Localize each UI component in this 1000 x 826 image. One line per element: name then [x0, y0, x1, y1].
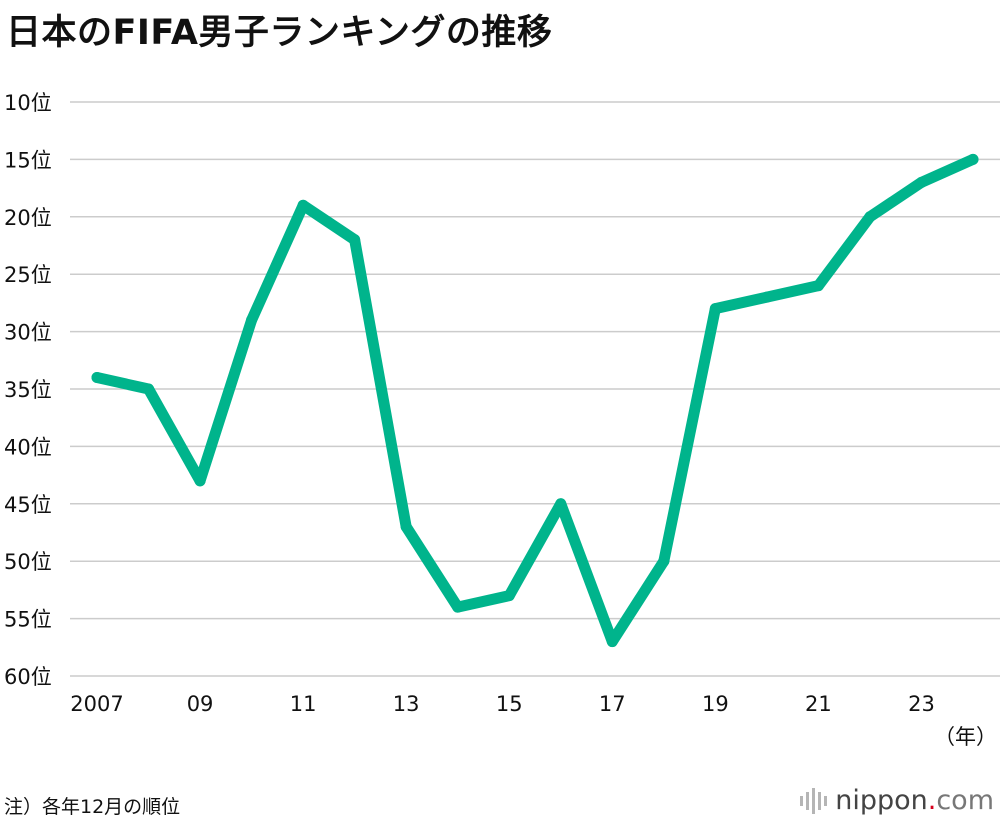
- y-tick-label: 50位: [4, 550, 52, 574]
- x-tick-label: 11: [290, 692, 317, 716]
- x-axis-ticks: 2007 09 11 13 15 17 19 21 23: [70, 692, 935, 716]
- data-point: [915, 176, 927, 188]
- y-tick-label: 45位: [4, 493, 52, 517]
- logo-name: nippon: [835, 785, 928, 816]
- data-point: [452, 601, 464, 613]
- y-tick-label: 20位: [4, 206, 52, 230]
- y-tick-label: 40位: [4, 435, 52, 459]
- data-point: [658, 555, 670, 567]
- data-point: [194, 475, 206, 487]
- y-tick-label: 10位: [4, 91, 52, 115]
- data-point: [503, 590, 515, 602]
- line-chart: 10位 15位 20位 25位 30位 35位 40位 45位 50位 55位 60位 2007 09…: [4, 91, 1000, 749]
- x-axis-unit-label: （年）: [934, 725, 997, 749]
- data-point: [555, 498, 567, 510]
- data-point: [297, 199, 309, 211]
- x-tick-label: 23: [908, 692, 935, 716]
- chart-title: 日本のFIFA男子ランキングの推移: [6, 13, 553, 53]
- x-tick-label: 09: [187, 692, 214, 716]
- x-tick-label: 2007: [70, 692, 123, 716]
- data-point: [143, 383, 155, 395]
- x-tick-label: 19: [702, 692, 729, 716]
- y-tick-label: 15位: [4, 148, 52, 172]
- footnote: 注）各年12月の順位: [4, 796, 181, 818]
- gridlines: [70, 101, 1000, 677]
- data-point: [761, 291, 773, 303]
- data-point: [709, 303, 721, 315]
- data-point: [967, 153, 979, 165]
- logo-bars-icon: [800, 787, 828, 814]
- data-point: [91, 372, 103, 384]
- series-line: [91, 153, 979, 648]
- data-point: [349, 234, 361, 246]
- series-layer: [91, 153, 979, 648]
- x-tick-label: 21: [805, 692, 832, 716]
- x-tick-label: 13: [393, 692, 420, 716]
- data-point: [400, 521, 412, 533]
- y-tick-label: 30位: [4, 321, 52, 345]
- logo-tld: com: [936, 785, 994, 816]
- y-axis-ticks: 10位 15位 20位 25位 30位 35位 40位 45位 50位 55位 60位: [4, 91, 52, 689]
- data-point: [812, 280, 824, 292]
- y-tick-label: 60位: [4, 665, 52, 689]
- logo-dot: .: [927, 785, 937, 816]
- x-tick-label: 15: [496, 692, 523, 716]
- data-point: [606, 636, 618, 648]
- x-tick-label: 17: [599, 692, 626, 716]
- y-tick-label: 35位: [4, 378, 52, 402]
- nippon-logo: nippon. com: [800, 785, 994, 816]
- data-point: [246, 314, 258, 326]
- data-point: [864, 211, 876, 223]
- y-tick-label: 55位: [4, 608, 52, 632]
- y-tick-label: 25位: [4, 263, 52, 287]
